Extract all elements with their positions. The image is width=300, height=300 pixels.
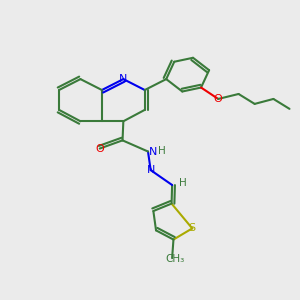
Text: N: N <box>146 165 155 175</box>
Text: O: O <box>214 94 223 104</box>
Text: H: H <box>158 146 166 155</box>
Text: H: H <box>179 178 187 188</box>
Text: O: O <box>95 143 104 154</box>
Text: N: N <box>119 74 128 84</box>
Text: S: S <box>189 224 196 233</box>
Text: N: N <box>149 146 157 157</box>
Text: CH₃: CH₃ <box>166 254 185 264</box>
